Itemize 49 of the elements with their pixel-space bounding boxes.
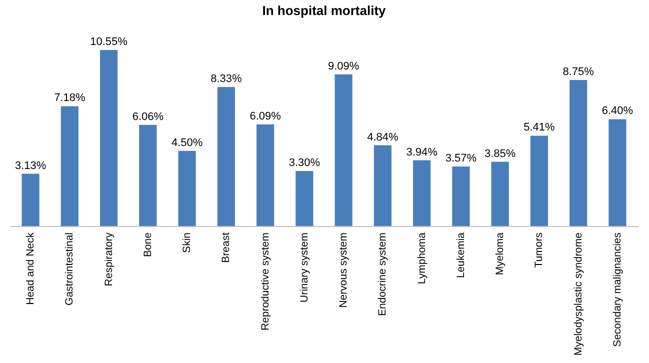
bar (530, 136, 548, 226)
bar (217, 87, 235, 226)
x-tick-label: Myeloma (494, 232, 506, 276)
x-tick-label: Reproductive system (259, 232, 272, 331)
data-label: 6.06% (132, 110, 164, 123)
data-label: 6.40% (602, 105, 634, 118)
x-tick-label: Head and Neck (24, 232, 37, 305)
data-label: 3.13% (14, 160, 46, 172)
x-tick-label: Endocrine system (376, 232, 389, 316)
x-tick-label: Respiratory (102, 232, 115, 286)
bar (334, 74, 352, 226)
bar (296, 170, 314, 226)
bar (413, 160, 431, 226)
x-tick-label: Tumors (533, 232, 546, 268)
x-tick-label: Skin (181, 232, 194, 253)
data-label: 6.09% (250, 110, 282, 122)
data-label: 3.94% (406, 146, 438, 158)
bar (139, 124, 157, 226)
data-label: 8.75% (562, 66, 594, 78)
x-tick-label: Leukemia (454, 232, 467, 278)
data-label: 3.85% (484, 148, 516, 160)
data-label: 4.84% (367, 131, 398, 144)
bar (452, 166, 470, 226)
bar (22, 174, 40, 226)
data-label: 3.57% (445, 152, 477, 164)
bar (256, 124, 274, 226)
x-tick-label: Myelodysplastic syndrome (572, 232, 584, 356)
data-label: 3.30% (288, 156, 320, 169)
x-tick-label: Secondary malignancies (611, 232, 624, 347)
data-label: 9.09% (328, 60, 360, 72)
bar (608, 119, 626, 226)
x-tick-label: Bone (142, 232, 154, 258)
bar (100, 50, 118, 226)
bar (60, 106, 78, 226)
x-tick-label: Nervous system (338, 232, 350, 308)
data-label: 8.33% (210, 73, 242, 86)
data-label: 7.18% (54, 92, 86, 104)
chart-title: In hospital mortality (262, 3, 387, 18)
x-tick-label: Lymphoma (416, 232, 428, 284)
data-label: 10.55% (90, 36, 128, 48)
x-tick-label: Breast (220, 232, 232, 263)
data-label: 4.50% (171, 136, 203, 149)
data-label: 5.41% (524, 122, 556, 134)
x-tick-label: Gastrointestinal (64, 232, 76, 306)
bar (491, 162, 509, 226)
bar (374, 145, 392, 226)
x-tick-label: Urinary system (298, 232, 310, 303)
bar (570, 80, 588, 226)
bar (178, 150, 196, 226)
